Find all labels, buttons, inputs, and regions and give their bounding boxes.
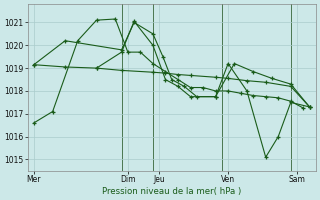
X-axis label: Pression niveau de la mer( hPa ): Pression niveau de la mer( hPa ) [102, 187, 241, 196]
